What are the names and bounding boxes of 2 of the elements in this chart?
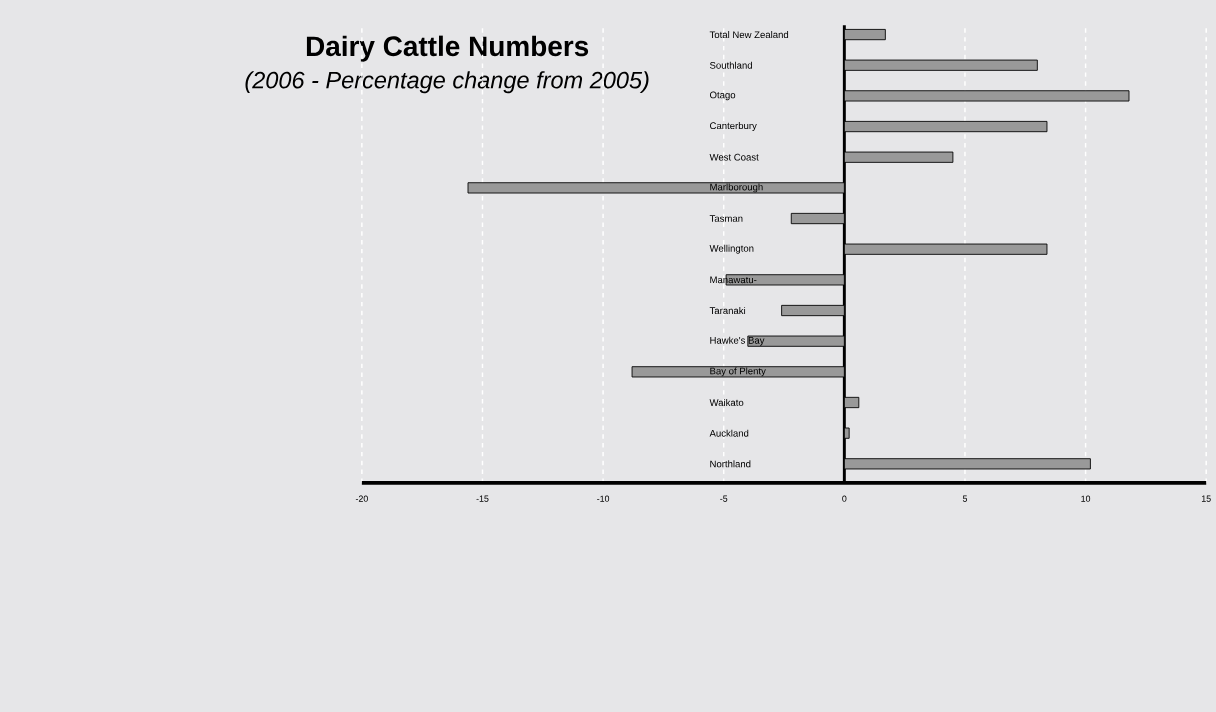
text: (2006 - Percentage change from 2005): [245, 71, 649, 94]
chart-title: Dairy Cattle Numbers: [306, 35, 589, 62]
